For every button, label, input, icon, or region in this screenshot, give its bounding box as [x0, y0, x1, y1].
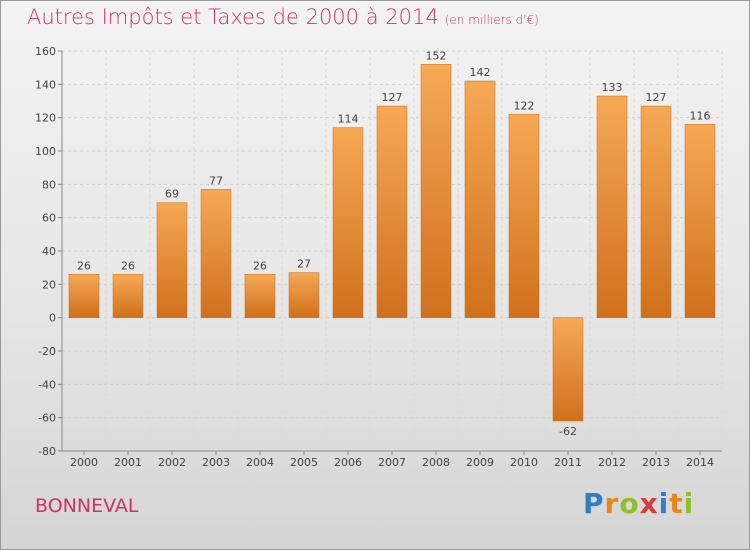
data-label: 122: [514, 99, 535, 112]
data-label: 77: [209, 174, 223, 187]
data-label: 114: [338, 113, 359, 126]
x-tick-label: 2000: [70, 456, 98, 469]
x-tick-label: 2007: [378, 456, 406, 469]
y-tick-label: -40: [38, 378, 56, 391]
x-tick-label: 2014: [686, 456, 714, 469]
y-tick-label: 80: [42, 178, 56, 191]
logo-letter: o: [619, 487, 640, 520]
y-tick-label: -60: [38, 412, 56, 425]
bar: [288, 272, 320, 318]
bar: [640, 105, 672, 318]
data-label: 69: [165, 188, 179, 201]
bar: [464, 80, 496, 318]
data-label: 27: [297, 258, 311, 271]
bar: [244, 274, 276, 318]
logo-letter: i: [658, 487, 670, 520]
y-tick-label: 120: [35, 112, 56, 125]
proxiti-logo: Proxiti: [583, 487, 694, 520]
bar: [68, 274, 100, 318]
data-label: 127: [646, 91, 667, 104]
x-tick-label: 2001: [114, 456, 142, 469]
data-label: 26: [253, 259, 267, 272]
y-tick-label: 40: [42, 245, 56, 258]
x-tick-label: 2012: [598, 456, 626, 469]
bar: [508, 114, 540, 318]
data-label: 133: [602, 81, 623, 94]
chart-title: Autres Impôts et Taxes de 2000 à 2014 (en…: [27, 5, 539, 29]
y-tick-label: -80: [38, 445, 56, 458]
bar: [684, 124, 716, 318]
bar: [552, 317, 584, 422]
x-tick-label: 2009: [466, 456, 494, 469]
y-tick-label: 160: [35, 45, 56, 58]
y-tick-label: 100: [35, 145, 56, 158]
x-tick-label: 2002: [158, 456, 186, 469]
data-label: 127: [382, 91, 403, 104]
x-tick-label: 2003: [202, 456, 230, 469]
commune-name: BONNEVAL: [35, 495, 139, 517]
data-label: 116: [690, 109, 711, 122]
logo-letter: r: [604, 487, 620, 520]
title-main: Autres Impôts et Taxes de 2000 à 2014: [27, 5, 439, 29]
x-tick-label: 2006: [334, 456, 362, 469]
bar: [596, 95, 628, 318]
data-label: -62: [559, 425, 577, 438]
data-label: 26: [77, 259, 91, 272]
bar: [376, 105, 408, 318]
y-tick-label: -20: [38, 345, 56, 358]
data-label: 152: [426, 49, 447, 62]
bar: [200, 189, 232, 318]
data-label: 26: [121, 259, 135, 272]
x-tick-label: 2005: [290, 456, 318, 469]
logo-letter: P: [583, 487, 605, 520]
x-tick-label: 2004: [246, 456, 274, 469]
y-tick-label: 140: [35, 78, 56, 91]
x-tick-label: 2008: [422, 456, 450, 469]
logo-letter: x: [639, 487, 659, 520]
bar: [156, 202, 188, 318]
x-tick-label: 2010: [510, 456, 538, 469]
data-label: 142: [470, 66, 491, 79]
logo-letter: t: [669, 487, 684, 520]
x-tick-label: 2013: [642, 456, 670, 469]
logo-letter: i: [683, 487, 695, 520]
x-tick-label: 2011: [554, 456, 582, 469]
y-tick-label: 0: [49, 312, 56, 325]
bar: [112, 274, 144, 318]
y-tick-label: 20: [42, 278, 56, 291]
bar: [332, 127, 364, 318]
bar: [420, 64, 452, 318]
chart-subtitle: (en milliers d'€): [444, 13, 539, 27]
y-tick-label: 60: [42, 212, 56, 225]
